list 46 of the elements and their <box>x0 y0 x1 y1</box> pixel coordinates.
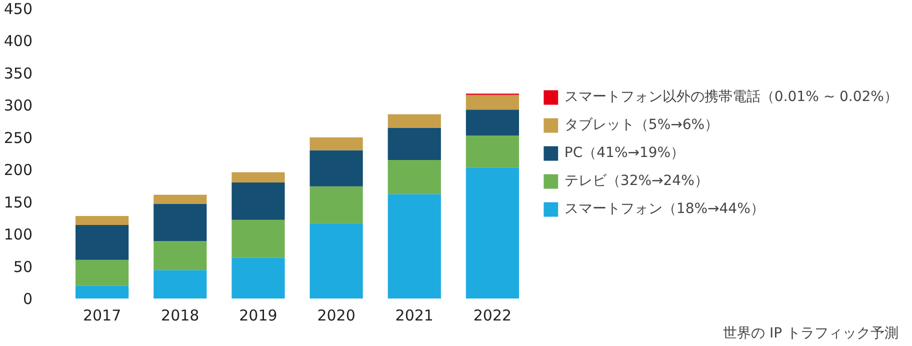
x-tick-label: 2018 <box>161 306 200 324</box>
y-tick-label: 350 <box>4 64 33 82</box>
legend-label: タブレット（5%→6%） <box>564 116 719 134</box>
y-tick-label: 250 <box>4 128 33 147</box>
y-tick-label: 300 <box>4 96 33 115</box>
bar <box>154 194 207 204</box>
y-tick-label: 200 <box>4 161 33 180</box>
bar <box>310 223 363 298</box>
bar <box>232 172 285 182</box>
bar <box>76 260 129 286</box>
legend-label: PC（41%→19%） <box>564 144 685 162</box>
bar <box>466 110 520 136</box>
bar <box>154 270 207 298</box>
legend-label: テレビ（32%→24%） <box>564 172 708 190</box>
bar <box>310 186 363 224</box>
legend-label: スマートフォン（18%→44%） <box>564 200 764 218</box>
y-tick-label: 100 <box>4 226 33 244</box>
bar <box>466 168 520 298</box>
x-tick-label: 2017 <box>82 306 122 324</box>
y-tick-label: 50 <box>13 258 33 276</box>
x-tick-label: 2021 <box>395 306 434 324</box>
bar <box>466 94 520 110</box>
x-tick-label: 2020 <box>317 306 356 324</box>
bar <box>232 258 285 298</box>
y-tick-label: 0 <box>22 290 33 308</box>
bar <box>310 137 363 150</box>
bar <box>76 216 129 226</box>
legend-label: スマートフォン以外の携帯電話（0.01% ~ 0.02%） <box>564 88 898 106</box>
bar <box>76 286 129 298</box>
bar <box>388 194 441 298</box>
bar <box>310 150 363 186</box>
bar <box>76 225 129 260</box>
bar <box>232 182 285 220</box>
y-tick-label: 150 <box>4 193 33 212</box>
bar <box>154 241 207 270</box>
x-tick-label: 2019 <box>239 306 278 324</box>
y-tick-label: 450 <box>4 0 33 18</box>
bar <box>388 160 441 194</box>
bar <box>466 135 520 168</box>
text: 世界の IP トラフィック予測 <box>723 326 899 342</box>
y-tick-label: 400 <box>4 32 33 50</box>
bar <box>388 128 441 160</box>
bar <box>388 114 441 128</box>
x-tick-label: 2022 <box>473 306 512 324</box>
bar <box>154 204 207 242</box>
bar <box>232 220 285 258</box>
